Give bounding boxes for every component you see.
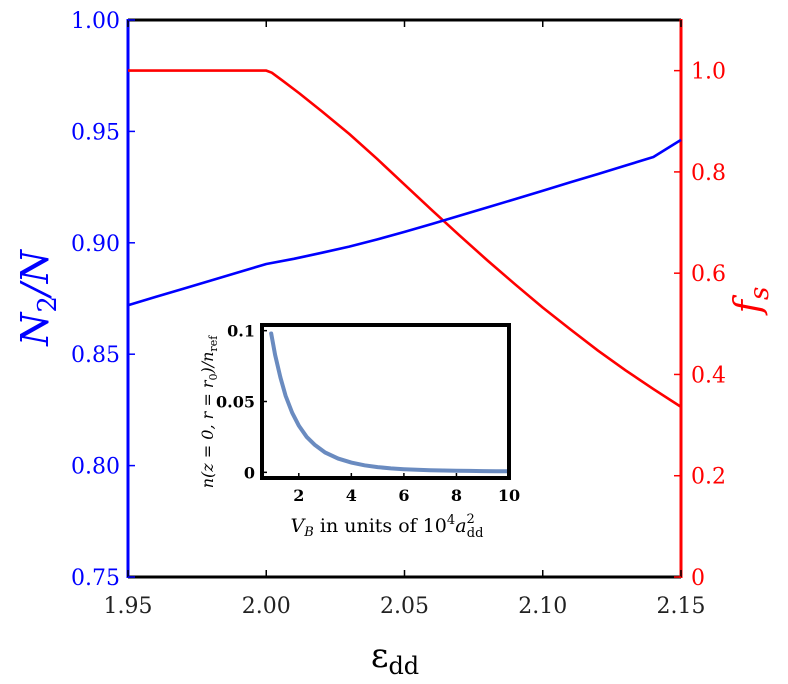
x-axis-label-sub: dd — [388, 652, 419, 680]
series-line-fs — [128, 69, 682, 408]
y-left-tick-label: 0.80 — [71, 455, 120, 480]
y-left-tick-label: 0.95 — [71, 120, 120, 145]
inset-y-tick-label: 0.05 — [216, 393, 255, 412]
y-right-label-sub: s — [745, 287, 775, 300]
y-left-tick-label: 0.75 — [71, 566, 120, 591]
x-axis-label: εdd — [371, 636, 419, 680]
y-right-tick-label: 1.0 — [691, 60, 726, 85]
x-axis-label-symbol: ε — [371, 636, 389, 676]
inset-x-label-a: a — [455, 515, 466, 537]
inset-x-label-a-sub: dd — [467, 526, 484, 541]
inset-y-label-sub1: ref — [207, 335, 220, 352]
inset-x-tick-label: 4 — [346, 486, 357, 505]
y-left-axis-label: N2/N — [13, 248, 63, 347]
inset-x-tick-label: 8 — [451, 486, 462, 505]
inset-x-axis-label: VB in units of 104a2 dd — [291, 512, 484, 541]
inset-y-tick-label: 0 — [244, 463, 255, 482]
y-left-tick-label: 1.00 — [71, 9, 120, 34]
inset-x-label-sub: B — [303, 525, 314, 540]
y-right-tick-label: 0.4 — [691, 363, 726, 388]
inset-density-curve — [269, 331, 511, 474]
y-right-tick-label: 0.8 — [691, 161, 726, 186]
y-left-label-symbol: N — [13, 311, 57, 347]
inset-y-label-main: n(z = 0, r = r — [198, 379, 217, 488]
x-tick-label: 2.10 — [518, 594, 567, 619]
y-right-tick-label: 0.2 — [691, 465, 726, 490]
inset-x-tick-label: 2 — [293, 486, 304, 505]
y-left-label-tail: /N — [13, 248, 57, 300]
series-line-n2-over-n — [127, 138, 682, 307]
y-left-tick-label: 0.85 — [71, 343, 120, 368]
inset-y-axis-label: n(z = 0, r = r0)/nref — [198, 335, 220, 488]
x-tick-label: 2.15 — [657, 594, 706, 619]
inset-y-label-sub0: 0 — [207, 374, 220, 381]
y-left-label-sub: 2 — [33, 296, 63, 313]
inset-x-tick-label: 6 — [398, 486, 409, 505]
y-right-tick-label: 0 — [691, 566, 705, 591]
y-right-tick-label: 0.6 — [691, 262, 726, 287]
inset-x-label-symbol: V — [291, 515, 307, 537]
inset-x-label-sup: 4 — [447, 513, 455, 528]
x-tick-label: 2.05 — [380, 594, 429, 619]
inset-x-label-mid: in units of 10 — [314, 515, 447, 537]
inset-x-tick-label: 10 — [498, 486, 520, 505]
y-left-tick-label: 0.90 — [71, 232, 120, 257]
inset-background — [262, 325, 509, 478]
inset-y-label-mid: )/n — [198, 352, 217, 375]
x-tick-label: 1.95 — [104, 594, 153, 619]
inset-x-label-a-sup: 2 — [467, 512, 475, 527]
x-tick-label: 2.00 — [242, 594, 291, 619]
main-plot: 1.95 2.00 2.05 2.10 2.150.750.800.850.900.95… — [13, 9, 775, 680]
inset-y-tick-label: 0.1 — [227, 322, 255, 341]
